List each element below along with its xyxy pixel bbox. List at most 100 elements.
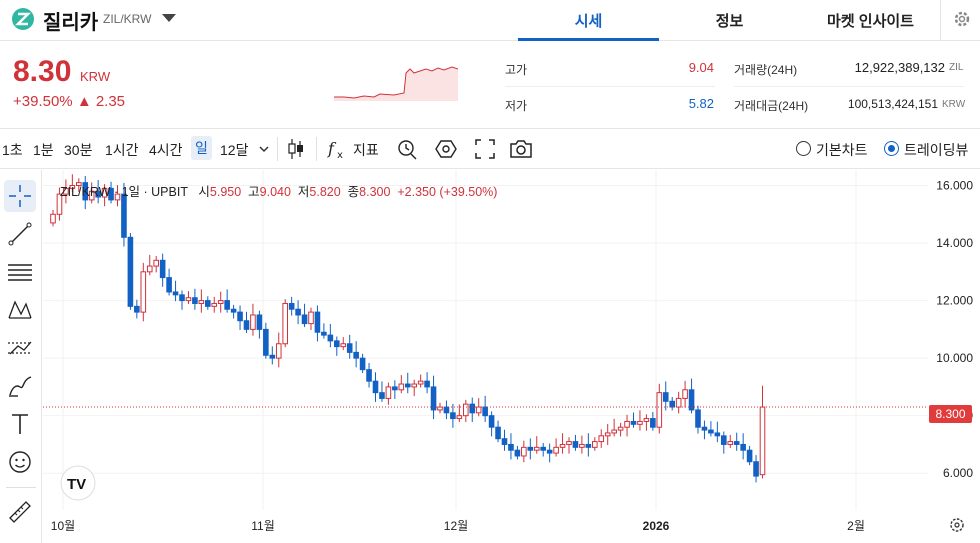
amount-label: 거래대금(24H) [734, 99, 809, 113]
high-value: 9.04 [688, 60, 714, 75]
chart-settings-button[interactable] [950, 518, 964, 532]
interval-30m[interactable]: 30분 [64, 142, 93, 158]
candle-body [392, 386, 398, 391]
coin-name[interactable]: 질리카 [43, 12, 99, 34]
candle-body [140, 271, 147, 313]
hexagon-settings-icon[interactable] [435, 137, 457, 161]
function-icon[interactable]: f x [326, 137, 348, 161]
chevron-down-icon[interactable] [258, 143, 270, 155]
candle-body [192, 297, 198, 304]
legend-change: +2.350 (+39.50%) [397, 185, 498, 199]
candle-body [695, 409, 701, 428]
horizontal-lines-tool[interactable] [4, 256, 36, 288]
candle-body [533, 446, 540, 451]
price-unit: KRW [80, 69, 111, 84]
text-tool[interactable] [4, 408, 36, 440]
candle-body [514, 449, 521, 457]
candle-body [482, 406, 488, 417]
crosshair-icon [9, 185, 31, 207]
x-tick-label: 11월 [251, 519, 275, 533]
y-tick-label: 12.000 [936, 294, 973, 308]
legend-close: 8.300 [359, 185, 391, 199]
camera-icon[interactable] [509, 137, 533, 161]
legend-low: 5.820 [309, 185, 341, 199]
tab-price[interactable]: 시세 [574, 13, 603, 30]
candle-body [721, 435, 727, 445]
candle-body [598, 435, 605, 443]
candle-body [217, 300, 224, 304]
projection-tool[interactable] [4, 332, 36, 364]
measure-tool[interactable] [4, 496, 36, 528]
y-tick-label: 10.000 [936, 351, 973, 365]
emoji-tool[interactable] [4, 446, 36, 478]
candle-body [159, 259, 166, 279]
interval-1h[interactable]: 1시간 [105, 142, 139, 158]
basic-chart-label[interactable]: 기본차트 [816, 142, 868, 158]
candle-body [88, 190, 95, 201]
candlestick-icon[interactable] [286, 137, 306, 161]
interval-1s[interactable]: 1초 [2, 142, 23, 158]
legend-close-label: 종 [347, 185, 360, 199]
candle-body [308, 311, 314, 325]
current-price-tag: 8.300 [929, 405, 972, 423]
interval-1m[interactable]: 1분 [33, 142, 54, 158]
tradingview-label[interactable]: 트레이딩뷰 [904, 142, 969, 158]
candle-body [443, 406, 450, 414]
horizontal-lines-icon [8, 264, 32, 281]
candle-body [624, 420, 630, 428]
low-label: 저가 [505, 99, 528, 113]
basic-chart-radio[interactable] [796, 141, 811, 156]
candle-body [637, 420, 643, 425]
low-value: 5.82 [688, 96, 714, 111]
candle-body [682, 389, 688, 399]
candle-body [630, 420, 637, 425]
chevron-down-icon[interactable] [162, 14, 176, 22]
legend-open: 5.950 [209, 185, 242, 199]
svg-text:TV: TV [67, 476, 86, 493]
candle-body [475, 406, 482, 414]
chart-legend: ZIL/KRW · 1일 · UPBIT 시5.950 고9.040 저5.82… [60, 181, 497, 200]
candle-body [63, 187, 69, 195]
candle-body [205, 300, 211, 307]
candle-body [340, 343, 347, 348]
interval-12mo[interactable]: 12달 [220, 142, 249, 158]
indicators-button[interactable]: 지표 [353, 142, 379, 158]
settings-button[interactable] [940, 0, 980, 41]
coin-pair: ZIL/KRW [103, 12, 152, 26]
legend-high: 9.040 [259, 185, 291, 199]
fullscreen-icon[interactable] [474, 137, 496, 161]
tab-info[interactable]: 정보 [715, 13, 744, 30]
candle-body [553, 446, 559, 454]
brush-tool[interactable] [4, 370, 36, 402]
candle-body [211, 302, 218, 307]
candle-body [256, 314, 263, 330]
candle-body [166, 277, 172, 293]
legend-high-label: 고 [248, 185, 260, 199]
candle-body [559, 443, 566, 448]
tradingview-radio[interactable] [884, 141, 899, 156]
candle-body [76, 182, 82, 187]
tab-market-insight[interactable]: 마켓 인사이트 [827, 13, 914, 30]
candle-body [114, 193, 121, 201]
projection-icon [8, 341, 32, 355]
crosshair-tool[interactable] [4, 180, 36, 212]
candle-body [495, 426, 501, 440]
x-tick-label: 10월 [51, 519, 75, 533]
alert-clock-icon[interactable] [396, 137, 418, 161]
trend-line-tool[interactable] [4, 218, 36, 250]
candle-body [134, 305, 140, 313]
gear-icon [954, 11, 970, 27]
interval-4h[interactable]: 4시간 [149, 142, 183, 158]
pattern-tool[interactable] [4, 294, 36, 326]
tradingview-logo-icon[interactable]: TV [60, 465, 96, 501]
candle-body [450, 412, 456, 420]
interval-1d[interactable]: 일 [191, 136, 212, 160]
candle-body [321, 331, 327, 336]
candle-body [179, 294, 185, 302]
candle-body [662, 392, 669, 402]
candle-body [643, 418, 650, 422]
candle-body [243, 320, 250, 330]
candle-body [224, 300, 230, 310]
legend-symbol: ZIL/KRW · 1일 · UPBIT [60, 185, 188, 199]
